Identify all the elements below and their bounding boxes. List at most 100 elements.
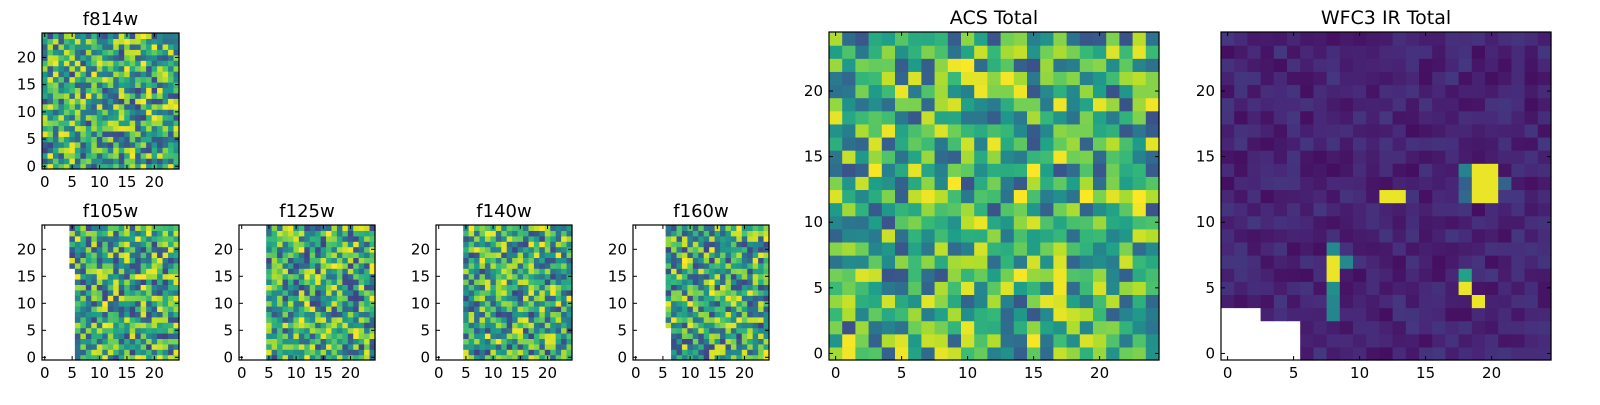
heatmap-cell <box>146 141 153 148</box>
heatmap-cell <box>1471 84 1486 99</box>
heatmap-cell <box>85 120 92 127</box>
heatmap-cell <box>555 311 562 318</box>
heatmap-cell <box>1366 241 1380 256</box>
y-tick-label: 15 <box>17 267 36 285</box>
heatmap-cell <box>741 262 748 269</box>
heatmap-cell <box>495 306 502 312</box>
heatmap-cell <box>342 284 349 291</box>
heatmap-cell <box>1132 189 1147 204</box>
heatmap-cell <box>1040 333 1054 348</box>
heatmap-cell <box>124 289 131 296</box>
heatmap-cell <box>135 163 142 170</box>
heatmap-cell <box>539 306 546 312</box>
heatmap-cell <box>168 152 175 159</box>
heatmap-cell <box>501 279 508 285</box>
heatmap-cell <box>336 230 343 237</box>
heatmap-cell <box>566 241 573 248</box>
heatmap-cell <box>151 38 158 45</box>
heatmap-cell <box>1013 136 1028 151</box>
heatmap-cell <box>124 349 131 356</box>
heatmap-cell <box>266 311 273 318</box>
heatmap-cell <box>326 241 333 248</box>
heatmap-cell <box>1379 346 1394 361</box>
heatmap-cell <box>1093 136 1107 151</box>
heatmap-cell <box>1458 215 1473 230</box>
heatmap-cell <box>1273 150 1288 164</box>
heatmap-cell <box>698 268 705 275</box>
heatmap-cell <box>80 349 87 356</box>
heatmap-cell <box>961 255 975 269</box>
heatmap-cell <box>1405 71 1420 86</box>
heatmap-cell <box>1221 150 1235 164</box>
heatmap-cell <box>1119 84 1134 99</box>
heatmap-cell <box>1221 189 1235 204</box>
heatmap-cell <box>146 87 153 94</box>
heatmap-cell <box>58 136 65 143</box>
heatmap-cell <box>1339 71 1354 86</box>
heatmap-cell <box>1287 307 1301 322</box>
heatmap-cell <box>1458 163 1473 177</box>
heatmap-cell <box>107 322 114 329</box>
heatmap-cell <box>1106 320 1120 335</box>
heatmap-cell <box>1119 123 1134 138</box>
heatmap-cell <box>157 81 164 88</box>
heatmap-cell <box>298 343 305 350</box>
heatmap-cell <box>85 235 92 242</box>
heatmap-cell <box>47 49 54 56</box>
heatmap-cell <box>698 230 705 237</box>
heatmap-cell <box>687 230 694 237</box>
heatmap-cell <box>528 311 535 318</box>
heatmap-cell <box>703 225 710 231</box>
heatmap-cell <box>91 338 98 345</box>
heatmap-cell <box>479 354 486 361</box>
heatmap-cell <box>561 252 568 258</box>
heatmap-cell <box>1353 189 1367 204</box>
heatmap-cell <box>479 279 486 285</box>
heatmap-cell <box>987 307 1002 322</box>
heatmap-cell <box>74 230 81 237</box>
heatmap-cell <box>1445 346 1460 361</box>
heatmap-cell <box>266 252 273 258</box>
heatmap-cell <box>501 333 508 339</box>
heatmap-cell <box>961 281 975 295</box>
heatmap-cell <box>1000 281 1015 295</box>
heatmap-cell <box>1013 97 1028 112</box>
heatmap-cell <box>113 49 120 56</box>
heatmap-cell <box>118 81 125 88</box>
heatmap-cell <box>1013 268 1028 282</box>
heatmap-cell <box>315 327 322 334</box>
heatmap-cell <box>895 123 909 138</box>
heatmap-cell <box>829 241 843 256</box>
heatmap-cell <box>528 279 535 285</box>
heatmap-cell <box>91 33 98 40</box>
heatmap-cell <box>309 349 316 356</box>
heatmap-cell <box>91 147 98 154</box>
heatmap-cell <box>118 246 125 253</box>
heatmap-cell <box>1471 215 1486 230</box>
heatmap-cell <box>687 241 694 248</box>
heatmap-cell <box>151 81 158 88</box>
heatmap-cell <box>157 333 164 339</box>
heatmap-cell <box>271 252 278 258</box>
heatmap-cell <box>961 268 975 282</box>
heatmap-cell <box>140 327 147 334</box>
heatmap-cell <box>908 123 922 138</box>
heatmap-cell <box>1013 189 1028 204</box>
heatmap-cell <box>895 228 909 243</box>
heatmap-cell <box>1053 176 1068 191</box>
heatmap-cell <box>151 300 158 307</box>
heatmap-cell <box>124 81 131 88</box>
heatmap-cell <box>1353 45 1367 59</box>
heatmap-cell <box>168 354 175 361</box>
heatmap-cell <box>124 125 131 132</box>
heatmap-cell <box>353 327 360 334</box>
heatmap-cell <box>96 54 103 61</box>
heatmap-cell <box>1471 268 1486 282</box>
heatmap-cell <box>1432 307 1446 322</box>
heatmap-cell <box>752 230 759 237</box>
heatmap-cell <box>763 322 770 329</box>
heatmap-cell <box>1119 241 1134 256</box>
heatmap-cell <box>91 306 98 312</box>
heatmap-cell <box>118 98 125 105</box>
